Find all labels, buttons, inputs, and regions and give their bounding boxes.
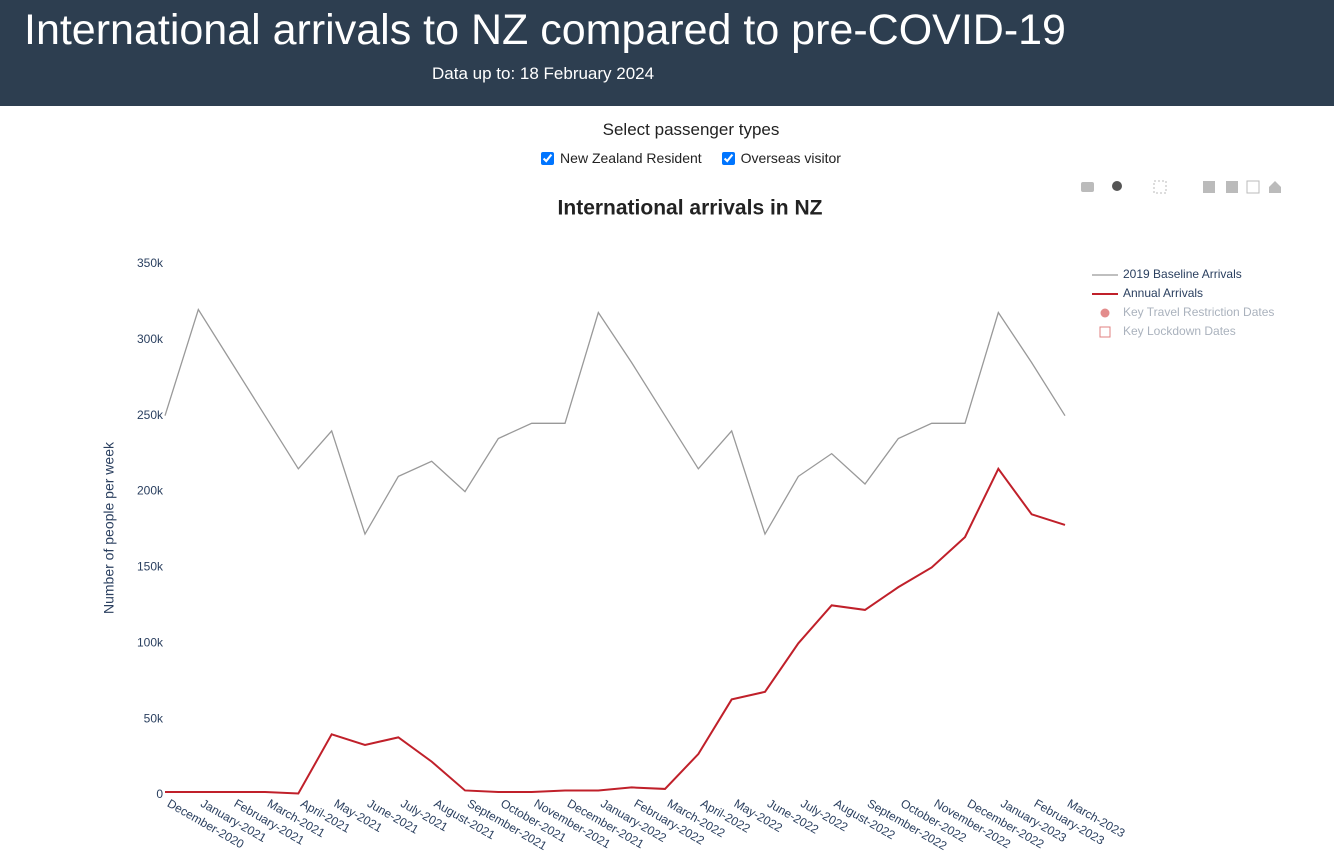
page-title: International arrivals to NZ compared to… [24, 6, 1066, 54]
y-tick-label: 200k [137, 484, 164, 498]
y-tick-label: 150k [137, 560, 164, 574]
series-line [164, 307, 1066, 536]
y-axis-title: Number of people per week [101, 441, 117, 614]
y-tick-label: 300k [137, 332, 164, 346]
subtitle: Data up to: 18 February 2024 [432, 64, 655, 83]
option-label: Overseas visitor [740, 150, 841, 166]
legend-swatch [1099, 326, 1111, 338]
y-tick-label: 100k [137, 635, 164, 649]
chart-title: International arrivals in NZ [558, 197, 823, 220]
legend-label: Key Travel Restriction Dates [1123, 305, 1274, 319]
option[interactable]: New Zealand Resident [541, 150, 702, 166]
header: International arrivals to NZ compared to… [0, 0, 1334, 106]
checkbox[interactable] [721, 151, 735, 165]
y-tick-label: 50k [144, 711, 164, 725]
y-tick-label: 0 [156, 787, 163, 801]
y-tick-label: 250k [137, 408, 164, 422]
option[interactable]: Overseas visitor [721, 150, 841, 166]
controls: Select passenger types New Zealand Resid… [0, 120, 1334, 167]
legend-swatch [1100, 308, 1110, 318]
option-label: New Zealand Resident [560, 150, 702, 166]
modebar[interactable] [1081, 180, 1281, 194]
legend-label: Annual Arrivals [1123, 286, 1203, 300]
series-line [165, 466, 1066, 795]
options: New Zealand Resident Overseas visitor [0, 150, 1334, 167]
checkbox[interactable] [541, 151, 555, 165]
legend-label: 2019 Baseline Arrivals [1123, 267, 1242, 281]
y-tick-label: 350k [137, 256, 164, 270]
controls-heading: Select passenger types [602, 120, 780, 139]
legend-label: Key Lockdown Dates [1123, 324, 1236, 338]
